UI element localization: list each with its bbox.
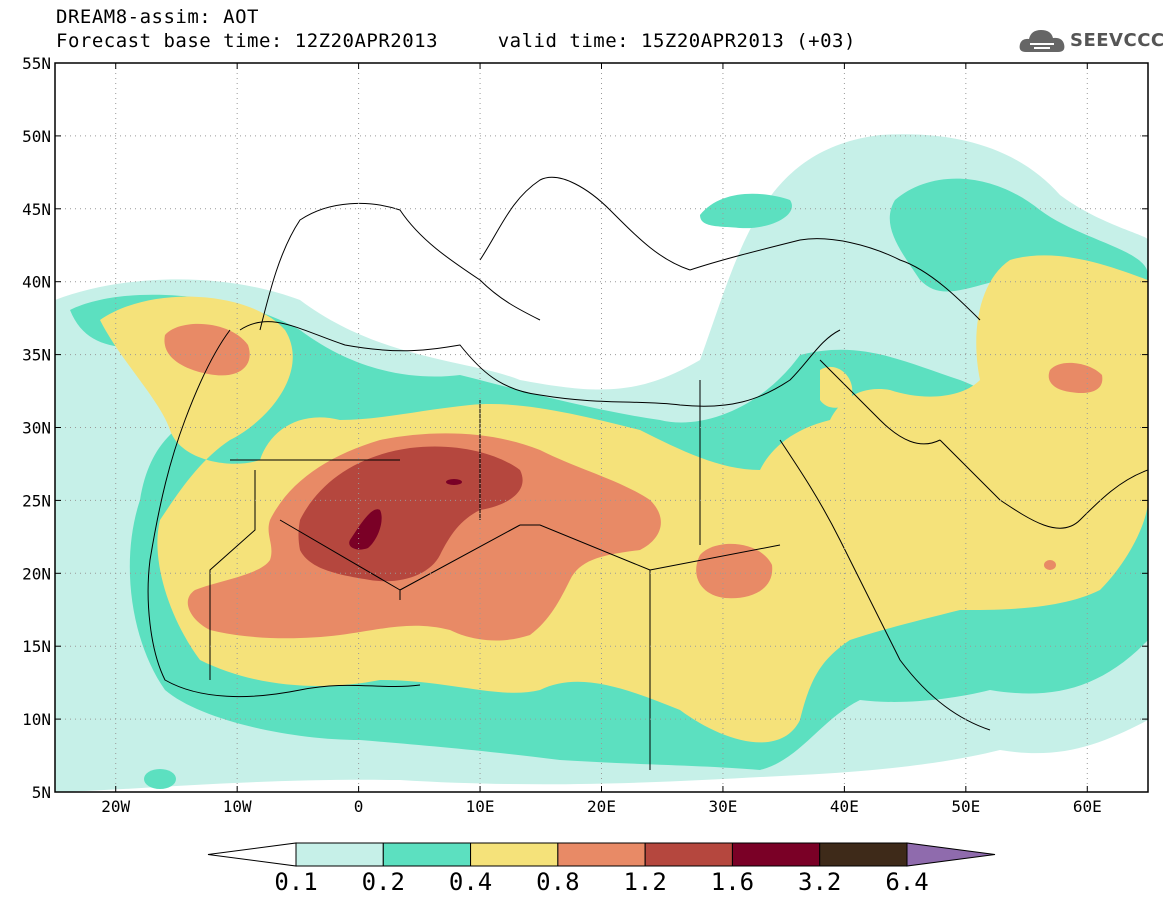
colorbar-box — [295, 842, 384, 867]
colorbar-box — [557, 842, 646, 867]
seevccc-logo: SEEVCCC — [1018, 24, 1164, 58]
lat-tick-label: 45N — [22, 200, 51, 219]
colorbar-box — [731, 842, 821, 867]
lon-tick-label: 40E — [830, 797, 859, 816]
lon-tick-label: 60E — [1073, 797, 1102, 816]
colorbar-label: 0.1 — [274, 868, 318, 896]
lon-tick-label: 50E — [951, 797, 980, 816]
longitude-labels: 20W 10W 0 10E 20E 30E 40E 50E 60E — [101, 797, 1101, 816]
lon-tick-label: 30E — [708, 797, 737, 816]
lat-tick-label: 50N — [22, 127, 51, 146]
axis-ticks — [55, 62, 1148, 793]
colorbar-box — [819, 842, 908, 867]
colorbar-box — [382, 842, 472, 867]
lat-tick-label: 30N — [22, 419, 51, 438]
cloud-icon — [1019, 30, 1065, 52]
lat-tick-label: 35N — [22, 346, 51, 365]
colorbar-min-arrow — [207, 842, 297, 867]
lon-tick-label: 10E — [466, 797, 495, 816]
colorbar-label: 6.4 — [885, 868, 929, 896]
lat-tick-label: 40N — [22, 273, 51, 292]
latitude-labels: 5N 10N 15N 20N 25N 30N 35N 40N 45N 50N 55N — [22, 54, 51, 802]
colorbar-box — [644, 842, 733, 867]
forecast-time-subtitle: Forecast base time: 12Z20APR2013 valid t… — [56, 30, 856, 52]
lat-tick-label: 25N — [22, 491, 51, 510]
logo-text: SEEVCCC — [1070, 30, 1165, 51]
aot-field — [55, 63, 1148, 792]
colorbar-label: 1.2 — [623, 868, 667, 896]
lon-tick-label: 20W — [101, 797, 130, 816]
colorbar-label: 0.4 — [448, 868, 493, 896]
lon-tick-label: 0 — [354, 797, 364, 816]
colorbar — [207, 842, 996, 867]
map-title: DREAM8-assim: AOT — [56, 6, 259, 28]
colorbar-label: 3.2 — [798, 868, 842, 896]
lon-tick-label: 20E — [587, 797, 616, 816]
lat-tick-label: 5N — [32, 783, 51, 802]
colorbar-box — [470, 842, 559, 867]
gridlines — [55, 63, 1148, 792]
lon-tick-label: 10W — [223, 797, 252, 816]
lat-tick-label: 55N — [22, 54, 51, 73]
aot-level-1.6 — [349, 509, 382, 550]
lat-tick-label: 20N — [22, 564, 51, 583]
lat-tick-label: 10N — [22, 710, 51, 729]
colorbar-label: 0.8 — [536, 868, 580, 896]
lat-tick-label: 15N — [22, 637, 51, 656]
colorbar-label: 1.6 — [710, 868, 755, 896]
coastlines — [147, 176, 1148, 770]
colorbar-label: 0.2 — [361, 868, 405, 896]
colorbar-max-arrow — [906, 842, 996, 867]
